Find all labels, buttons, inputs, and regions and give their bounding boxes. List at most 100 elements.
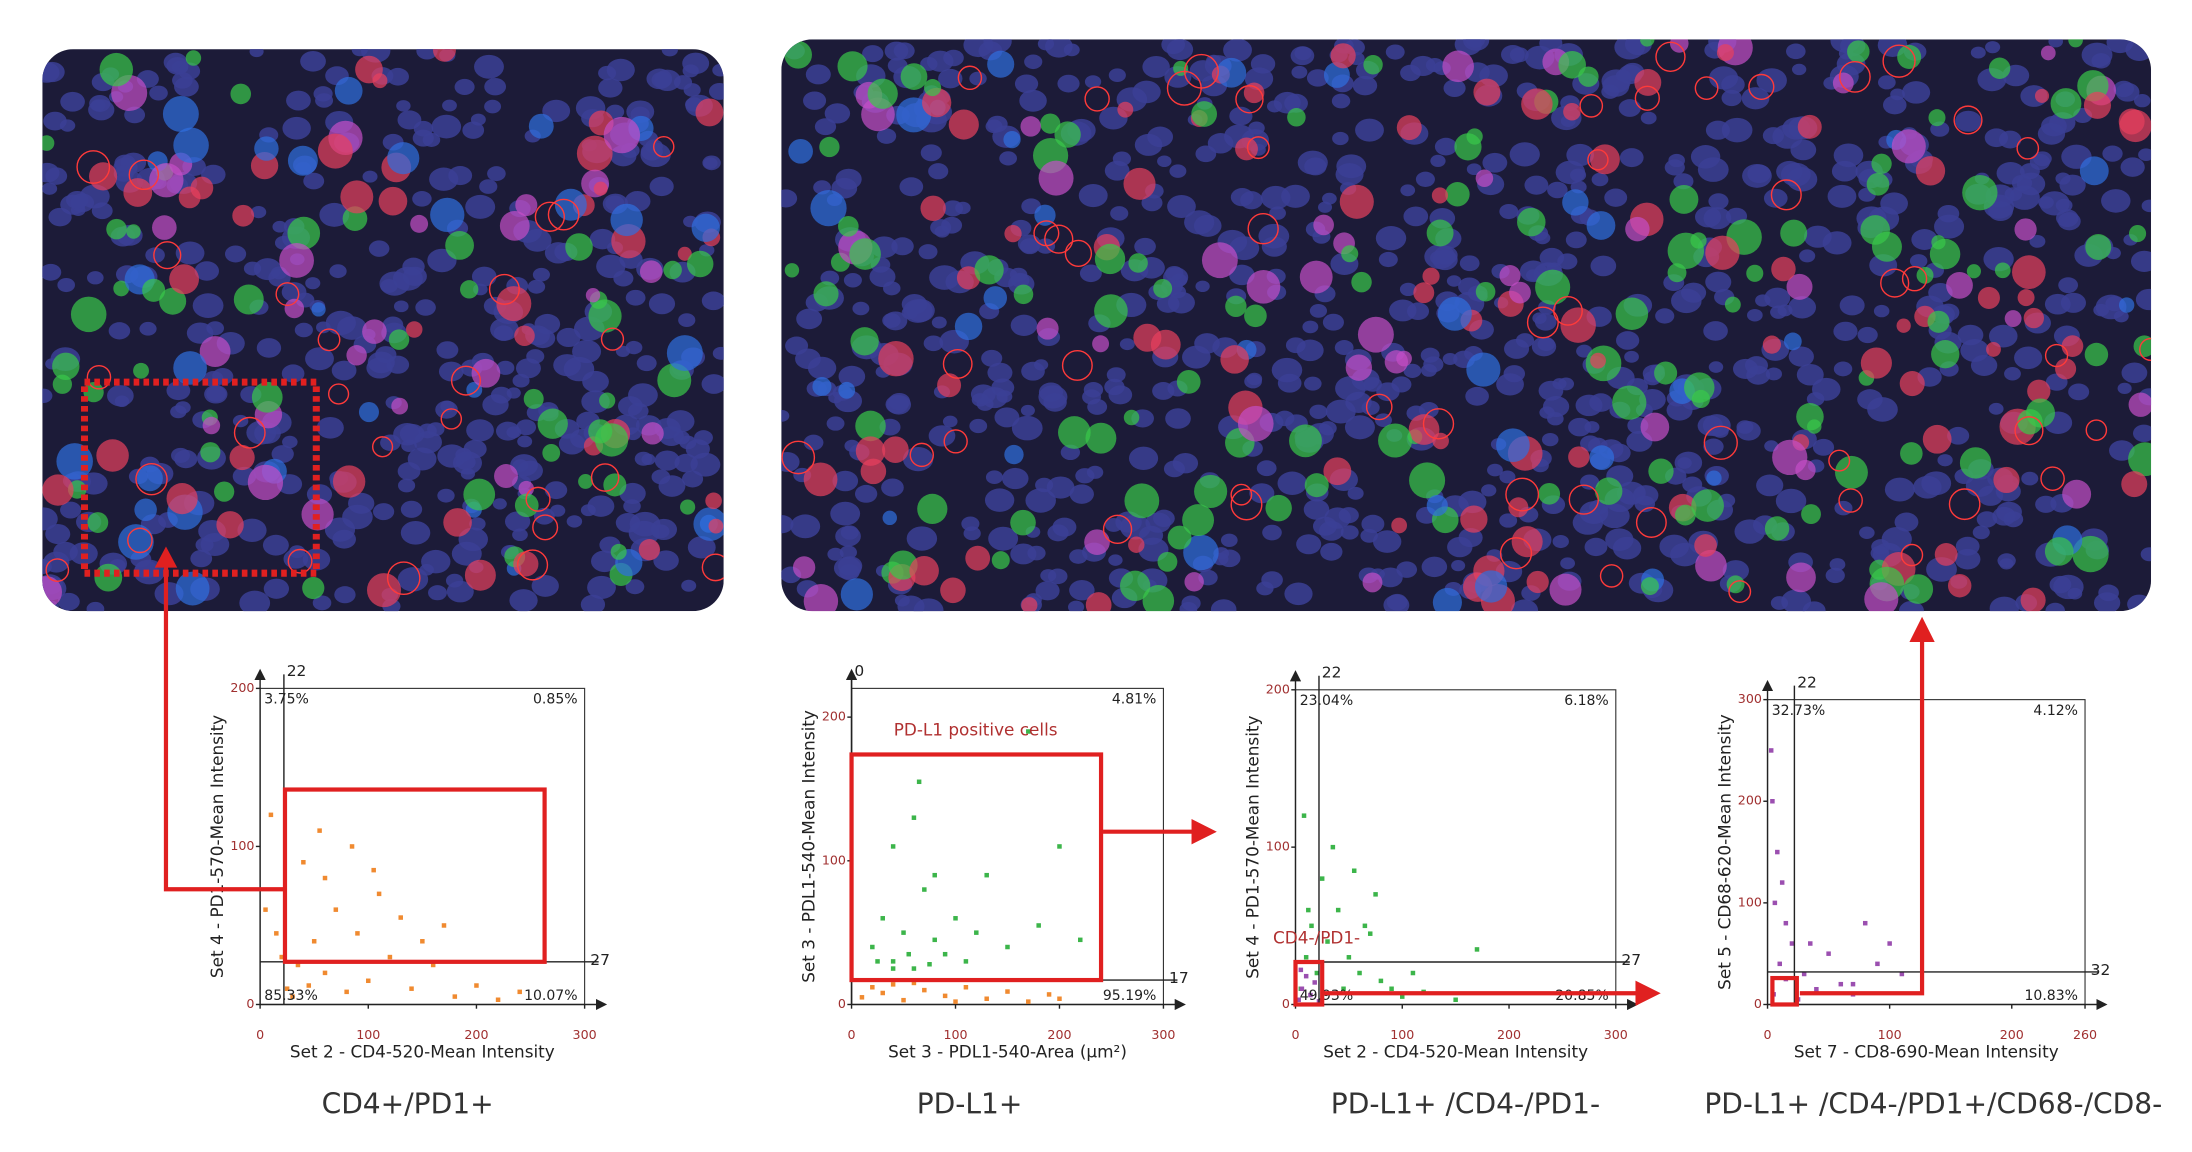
data-point <box>295 962 301 968</box>
nucleus <box>891 237 914 256</box>
nucleus <box>1334 340 1354 356</box>
cell-outline <box>233 416 266 449</box>
stained-cell <box>1176 370 1201 394</box>
cell-outline <box>1770 179 1802 211</box>
stained-cell <box>882 436 909 463</box>
stained-cell <box>803 462 838 497</box>
nucleus <box>1302 320 1319 334</box>
cell-outline <box>1748 73 1775 101</box>
data-point <box>890 959 896 964</box>
nucleus <box>1992 506 2016 526</box>
nucleus <box>1734 519 1766 544</box>
data-point <box>1373 892 1378 897</box>
nucleus <box>1403 363 1422 379</box>
nucleus <box>1882 95 1907 115</box>
data-point <box>890 844 896 849</box>
data-point <box>1899 971 1905 977</box>
nucleus <box>462 121 485 139</box>
stained-cell <box>1654 361 1678 385</box>
stained-cell <box>1796 403 1824 431</box>
data-point <box>953 916 958 921</box>
nucleus <box>1788 346 1814 367</box>
nucleus <box>969 418 988 434</box>
stained-cell <box>1801 504 1821 525</box>
stained-cell <box>803 584 839 612</box>
nucleus <box>1812 438 1835 456</box>
stained-cell <box>1244 304 1267 328</box>
nucleus <box>1420 364 1437 377</box>
x-tick-label: 0 <box>1764 1027 1772 1042</box>
nucleus <box>1972 525 1990 540</box>
nucleus <box>1134 237 1156 256</box>
cell-outline <box>2139 337 2152 362</box>
nucleus <box>1230 188 1254 207</box>
stained-cell <box>900 63 928 90</box>
nucleus <box>466 419 494 442</box>
data-point <box>1389 986 1394 992</box>
nucleus <box>206 385 227 402</box>
nucleus <box>1322 313 1344 331</box>
stained-cell <box>849 238 881 270</box>
nucleus <box>172 72 193 89</box>
stained-cell <box>983 286 1008 310</box>
data-point <box>495 997 501 1002</box>
stained-cell <box>2062 479 2092 509</box>
stained-cell <box>1562 189 1589 216</box>
nucleus <box>1277 373 1302 393</box>
data-point <box>1341 986 1346 992</box>
stained-cell <box>1345 354 1373 381</box>
nucleus <box>533 507 555 525</box>
nucleus <box>963 39 994 58</box>
caption: PD-L1+ /CD4-/PD1- <box>1331 1088 1600 1121</box>
nucleus <box>1442 353 1458 365</box>
stained-cell <box>708 518 724 534</box>
nucleus <box>313 86 333 102</box>
nucleus <box>852 301 870 316</box>
stained-cell <box>2129 225 2147 243</box>
nucleus <box>1615 69 1631 82</box>
data-point <box>1078 937 1083 943</box>
nucleus <box>1955 110 1982 132</box>
stained-cell <box>1123 409 1140 426</box>
y-tick-label: 200 <box>1266 681 1290 696</box>
nucleus <box>1223 39 1252 62</box>
nucleus <box>517 435 533 448</box>
nucleus <box>2060 292 2086 313</box>
stained-cell <box>233 284 264 315</box>
data-point <box>927 962 932 967</box>
stained-cell <box>965 545 991 571</box>
nucleus <box>312 595 332 611</box>
nucleus <box>436 341 459 359</box>
cell-outline <box>128 159 160 191</box>
nucleus <box>984 488 1015 512</box>
nucleus <box>994 407 1020 428</box>
y-tick-label: 0 <box>1282 996 1290 1011</box>
nucleus <box>437 488 455 503</box>
stained-cell <box>1891 129 1926 164</box>
nucleus <box>1482 152 1508 173</box>
stained-cell <box>340 180 374 214</box>
data-point <box>284 986 290 991</box>
quadrant-label: 32.73% <box>1772 703 1826 719</box>
stained-cell <box>1772 439 1808 476</box>
data-point <box>1789 941 1795 946</box>
cell-outline <box>1505 477 1540 512</box>
stained-cell <box>1191 101 1218 127</box>
cell-outline <box>1230 483 1253 506</box>
data-point <box>880 916 885 921</box>
stained-cell <box>680 499 696 515</box>
nucleus <box>1331 93 1351 109</box>
cell-outline <box>386 561 421 596</box>
cell-outline <box>275 282 300 307</box>
nucleus <box>1487 463 1503 477</box>
data-point <box>1026 999 1031 1004</box>
stained-cell <box>1054 121 1081 148</box>
stained-cell <box>1010 509 1036 536</box>
nucleus <box>1306 69 1329 87</box>
quadrant-label: 23.04% <box>1300 693 1354 709</box>
nucleus <box>1152 382 1175 400</box>
nucleus <box>931 316 947 329</box>
nucleus <box>1708 193 1729 210</box>
nucleus <box>1078 183 1108 208</box>
stained-cell <box>178 186 201 209</box>
